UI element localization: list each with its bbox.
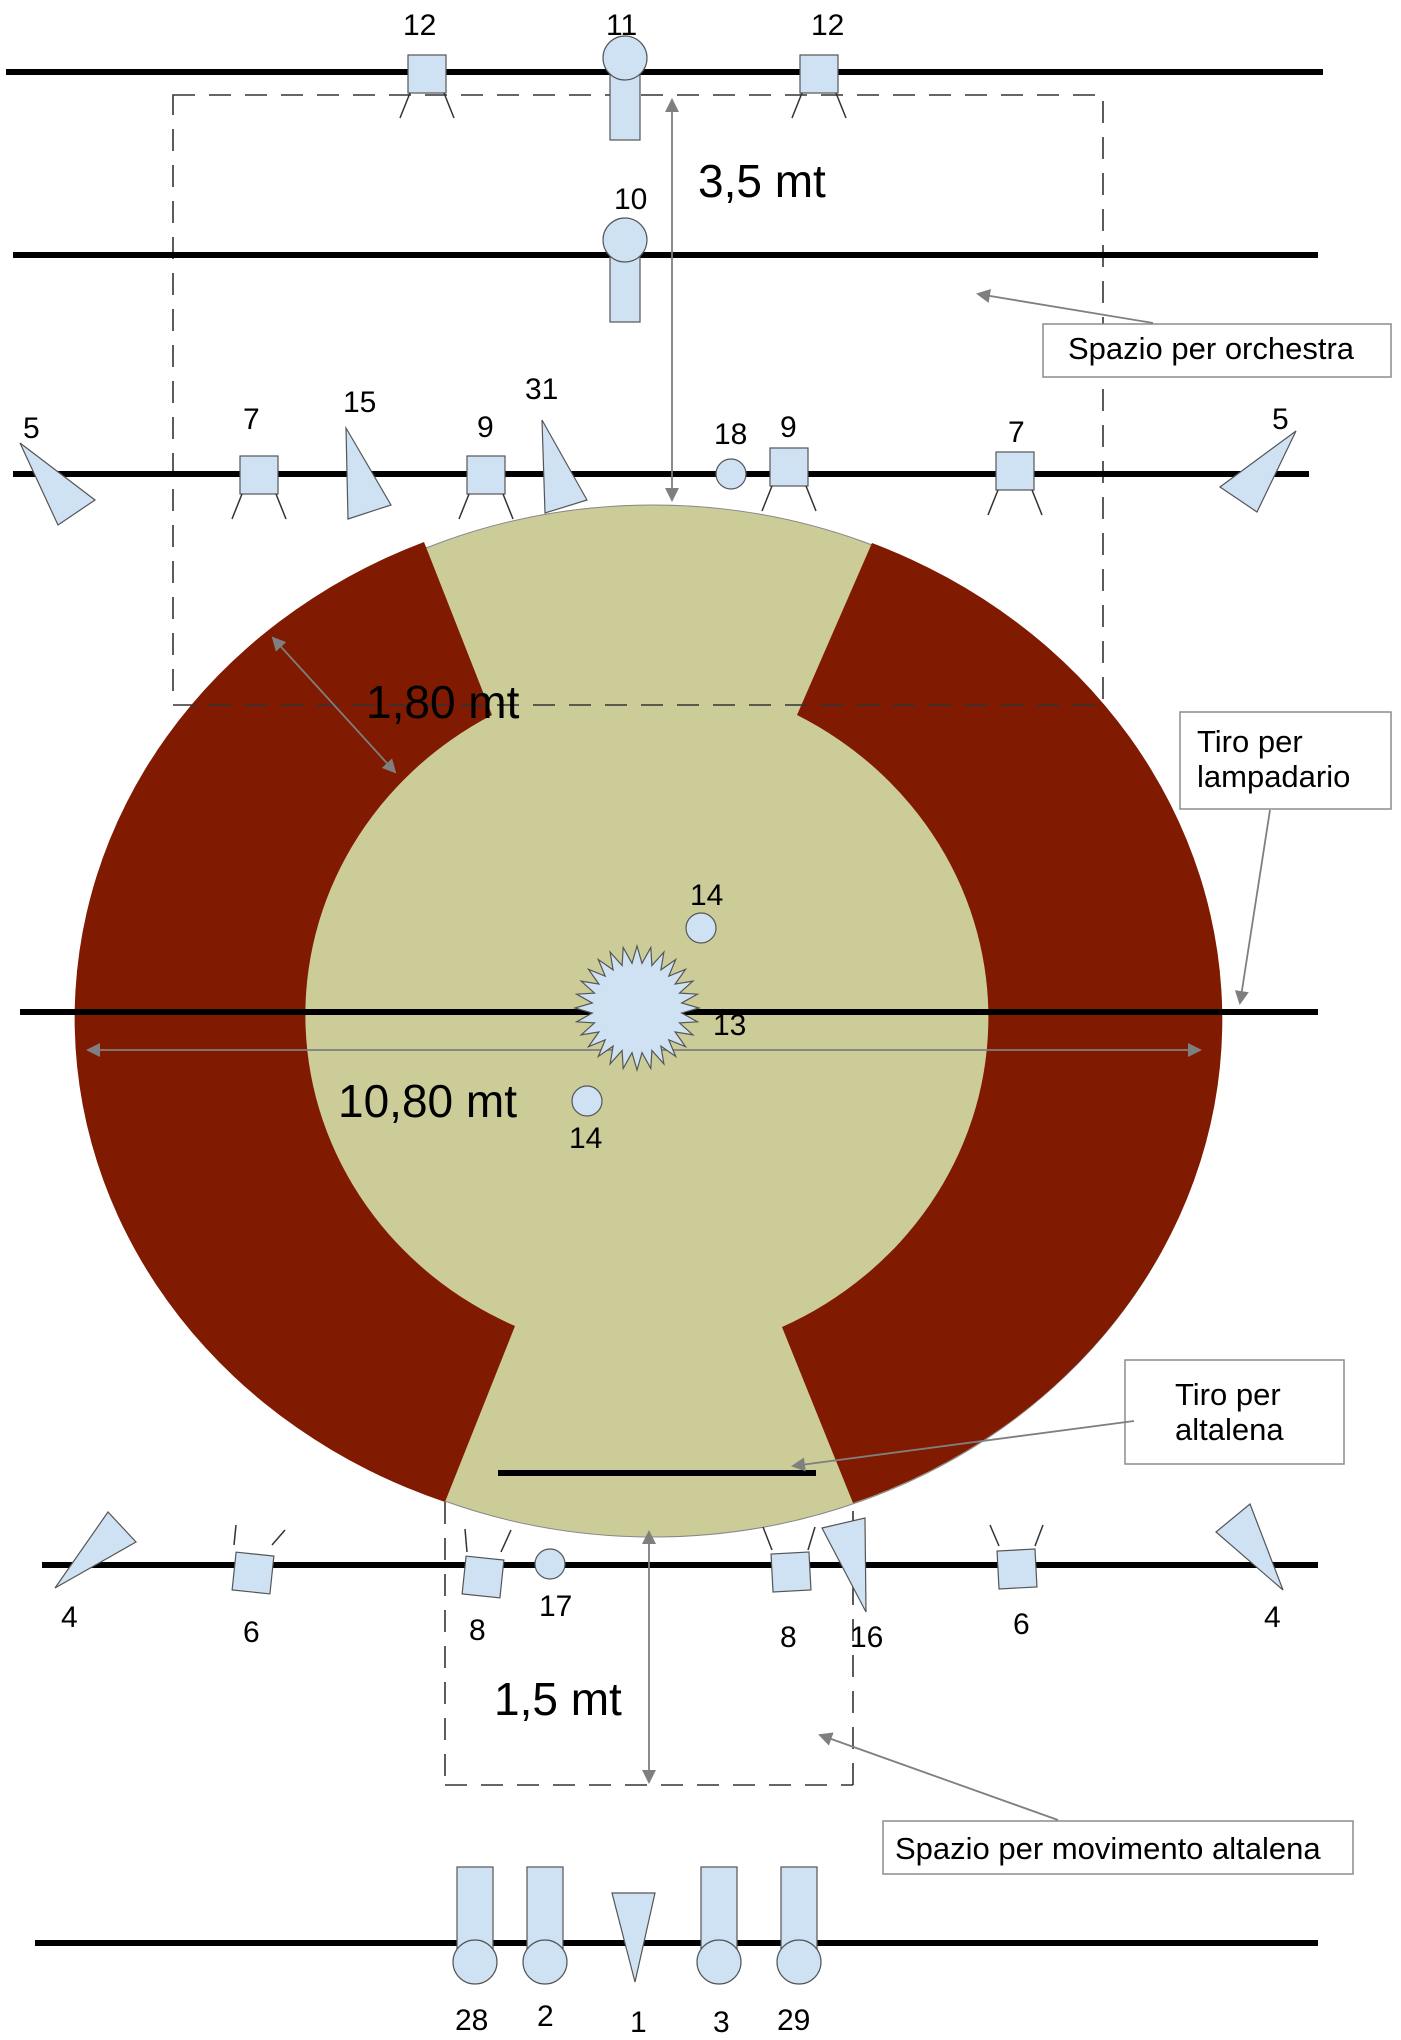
callout-swing: Tiro per altalena xyxy=(791,1359,1345,1472)
svg-text:altalena: altalena xyxy=(1175,1412,1284,1447)
label-5-right: 5 xyxy=(1272,403,1289,436)
floodlight-1 xyxy=(611,1892,656,1983)
label-14-top: 14 xyxy=(690,879,723,912)
floodlight-31 xyxy=(541,419,588,514)
svg-text:Tiro per: Tiro per xyxy=(1197,724,1303,759)
label-12-right: 12 xyxy=(811,9,844,42)
dimension-arrow-ring xyxy=(271,636,397,774)
callout-swing-space: Spazio per movimento altalena xyxy=(818,1732,1354,1875)
label-11: 11 xyxy=(606,9,637,42)
label-6-left: 6 xyxy=(243,1616,260,1649)
lamp-14-bottom xyxy=(571,1085,603,1117)
label-18: 18 xyxy=(714,418,747,451)
callout-chandelier: Tiro per lampadario xyxy=(1179,711,1392,1005)
followspot-10 xyxy=(602,217,648,323)
label-1: 1 xyxy=(630,2006,647,2035)
label-9-left: 9 xyxy=(477,411,494,444)
label-9-right: 9 xyxy=(780,411,797,444)
label-4-right: 4 xyxy=(1264,1601,1281,1634)
callout-orchestra: Spazio per orchestra xyxy=(976,289,1392,378)
label-12-left: 12 xyxy=(403,9,436,42)
spotlight-6-right xyxy=(989,1524,1044,1590)
label-5-left: 5 xyxy=(23,412,40,445)
spotlight-9-left xyxy=(458,455,514,520)
followspot-2 xyxy=(522,1866,568,1985)
label-6-right: 6 xyxy=(1013,1608,1030,1641)
followspot-28 xyxy=(452,1866,498,1985)
spotlight-6-left xyxy=(231,1524,286,1595)
spotlight-8-right xyxy=(762,1526,816,1593)
lamp-17 xyxy=(534,1548,566,1580)
svg-text:Spazio per movimento altalena: Spazio per movimento altalena xyxy=(895,1831,1321,1866)
floodlight-5-left xyxy=(19,442,97,526)
label-8-right: 8 xyxy=(780,1621,797,1654)
svg-text:lampadario: lampadario xyxy=(1197,759,1350,794)
spotlight-12-left xyxy=(399,54,455,119)
floodlight-16 xyxy=(821,1517,867,1613)
spotlight-7-left xyxy=(231,455,287,520)
stage-ring-right xyxy=(782,543,1223,1503)
followspot-11 xyxy=(602,35,648,141)
dimension-label-diameter: 10,80 mt xyxy=(338,1075,517,1127)
spotlight-7-right xyxy=(987,451,1043,516)
label-14-bottom: 14 xyxy=(569,1122,602,1155)
floodlight-15 xyxy=(345,425,392,520)
spotlight-12-right xyxy=(791,54,847,119)
label-8-left: 8 xyxy=(469,1614,486,1647)
spotlight-9-right xyxy=(761,447,817,512)
floodlight-4-right xyxy=(1215,1503,1284,1591)
chandelier-13 xyxy=(572,943,702,1073)
svg-text:Tiro per: Tiro per xyxy=(1175,1377,1281,1412)
label-7-right: 7 xyxy=(1008,416,1025,449)
label-13: 13 xyxy=(713,1009,746,1042)
label-29: 29 xyxy=(777,2004,810,2035)
followspot-29 xyxy=(776,1866,822,1985)
label-10: 10 xyxy=(614,183,647,216)
lamp-14-top xyxy=(685,912,717,944)
svg-text:Spazio per orchestra: Spazio per orchestra xyxy=(1068,331,1355,366)
fixture-labels: 12 11 12 10 5 7 15 9 31 18 9 7 5 14 13 1… xyxy=(23,9,1289,2039)
label-31: 31 xyxy=(525,373,558,406)
floodlight-5-right xyxy=(1218,430,1297,513)
lamp-18 xyxy=(715,458,747,490)
dimension-label-orchestra: 3,5 mt xyxy=(698,155,826,207)
label-16: 16 xyxy=(850,1621,883,1654)
label-3: 3 xyxy=(713,2006,730,2035)
floodlight-4-left xyxy=(54,1511,137,1589)
dimension-label-swing: 1,5 mt xyxy=(494,1673,622,1725)
label-28: 28 xyxy=(455,2004,488,2035)
orchestra-area-dashed xyxy=(172,94,1104,706)
label-17: 17 xyxy=(539,1590,572,1623)
stage-ring-left xyxy=(74,542,515,1502)
followspot-3 xyxy=(696,1866,742,1985)
label-7-left: 7 xyxy=(243,403,260,436)
label-4-left: 4 xyxy=(61,1601,78,1634)
spotlight-8-left xyxy=(461,1528,512,1599)
label-15: 15 xyxy=(343,386,376,419)
label-2: 2 xyxy=(537,2000,554,2033)
dimension-label-ring: 1,80 mt xyxy=(366,676,520,728)
